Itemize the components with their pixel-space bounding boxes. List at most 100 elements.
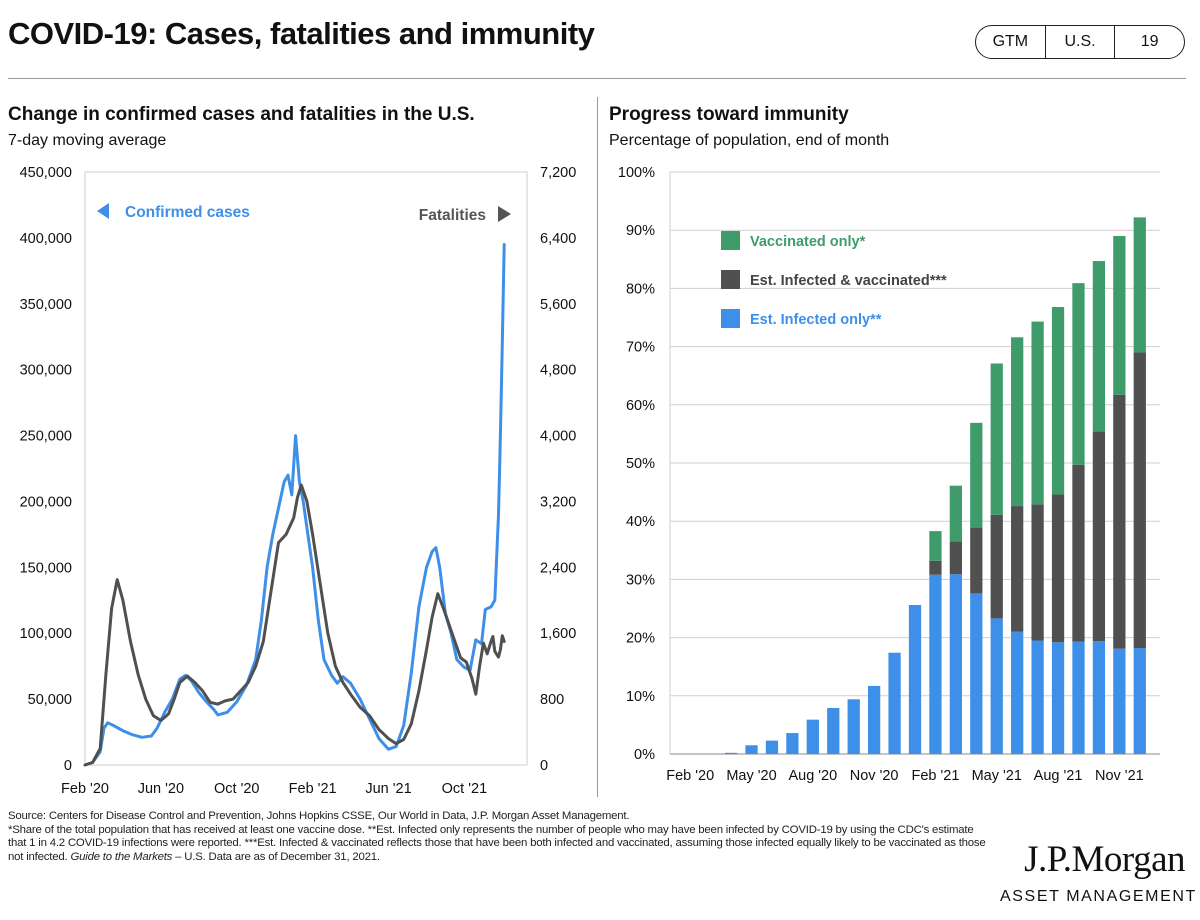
y-right-tick-label: 4,800 <box>540 363 576 379</box>
y-right-tick-label: 3,200 <box>540 494 576 510</box>
bar-segment-blue <box>847 699 860 754</box>
bar-segment-gray <box>949 541 962 575</box>
y-left-tick-label: 350,000 <box>20 297 72 313</box>
page-title: COVID-19: Cases, fatalities and immunity <box>8 16 595 51</box>
y-left-tick-label: 150,000 <box>20 560 72 576</box>
y-tick-label: 0% <box>634 747 655 763</box>
bar-segment-green <box>1011 337 1024 507</box>
y-tick-label: 70% <box>626 340 655 356</box>
y-left-tick-label: 200,000 <box>20 494 72 510</box>
y-tick-label: 20% <box>626 631 655 647</box>
bar-segment-green <box>929 531 942 561</box>
badge-gtm: GTM <box>992 33 1029 50</box>
legend-swatch <box>721 270 740 289</box>
y-left-tick-label: 50,000 <box>28 692 72 708</box>
x-tick-label: Feb '20 <box>666 768 714 784</box>
jpmorgan-logo-subtitle: ASSET MANAGEMENT <box>1000 888 1197 905</box>
y-right-tick-label: 5,600 <box>540 297 576 313</box>
badge-group: GTM U.S. 19 <box>975 25 1185 59</box>
bar-segment-blue <box>949 574 962 754</box>
x-tick-label: Aug '21 <box>1034 768 1083 784</box>
y-tick-label: 30% <box>626 572 655 588</box>
y-left-tick-label: 100,000 <box>20 626 72 642</box>
bar-segment-blue <box>786 733 799 754</box>
bar-segment-blue <box>1072 641 1085 754</box>
x-tick-label: Feb '21 <box>911 768 959 784</box>
immunity-bar-chart: 100% 90% 80% 70% 60% 50% 40% 30% 20% 10% 0% Feb '20… <box>618 165 1160 784</box>
bar-segment-blue <box>970 593 983 754</box>
bar-segment-blue <box>1133 648 1146 754</box>
y-right-tick-label: 0 <box>540 758 548 774</box>
jpmorgan-logo: J.P.Morgan <box>1024 839 1185 880</box>
x-tick-label: Feb '21 <box>289 781 337 797</box>
confirmed-cases-arrow-icon <box>97 203 109 219</box>
x-tick-label: Oct '21 <box>442 781 487 797</box>
bar-segment-green <box>1031 321 1044 505</box>
cases-fatalities-line-chart: 450,000 400,000 350,000 300,000 250,000 200,0… <box>20 165 577 797</box>
bar-segment-green <box>949 485 962 542</box>
legend-swatch <box>721 231 740 250</box>
badge-region: U.S. <box>1044 26 1115 58</box>
bar-segment-gray <box>929 560 942 575</box>
header-divider <box>8 78 1186 79</box>
x-tick-label: Nov '20 <box>850 768 899 784</box>
bar-segment-blue <box>765 740 779 754</box>
bar-segment-green <box>1113 236 1126 395</box>
bar-segment-blue <box>745 745 758 754</box>
bar-segment-gray <box>1072 464 1085 642</box>
x-tick-label: Jun '21 <box>365 781 411 797</box>
footnotes: *Share of the total population that has … <box>8 824 993 865</box>
bar-segment-blue <box>1011 631 1024 754</box>
bar-segment-gray <box>1113 394 1126 649</box>
bar-segment-gray <box>990 514 1003 619</box>
bar-segment-blue <box>888 652 901 754</box>
bar-segment-green <box>1072 283 1085 465</box>
y-left-tick-label: 450,000 <box>20 165 72 181</box>
y-left-tick-label: 300,000 <box>20 363 72 379</box>
y-right-tick-label: 2,400 <box>540 560 576 576</box>
y-tick-label: 50% <box>626 456 655 472</box>
right-chart-subtitle: Percentage of population, end of month <box>609 132 890 149</box>
bar-segment-blue <box>1051 642 1065 754</box>
bar-segment-blue <box>868 685 881 754</box>
bar-segment-blue <box>1092 641 1106 754</box>
x-tick-label: May '20 <box>726 768 776 784</box>
bar-segment-blue <box>929 574 942 754</box>
fatalities-arrow-icon <box>498 206 511 222</box>
legend-swatch <box>721 309 740 328</box>
bar-segment-blue <box>806 719 819 754</box>
right-chart-title: Progress toward immunity <box>609 104 849 125</box>
bar-segment-gray <box>970 527 983 594</box>
bar-segment-blue <box>1113 648 1126 754</box>
legend-label: Est. Infected & vaccinated*** <box>750 273 947 289</box>
x-tick-label: Oct '20 <box>214 781 259 797</box>
source-line: Source: Centers for Disease Control and … <box>8 810 630 822</box>
y-right-tick-label: 1,600 <box>540 626 576 642</box>
bar-segment-blue <box>990 618 1003 754</box>
footnote-date: – U.S. Data are as of December 31, 2021. <box>172 851 380 864</box>
bar-segment-gray <box>1092 431 1106 642</box>
bar-segment-gray <box>1011 506 1024 632</box>
y-tick-label: 90% <box>626 223 655 239</box>
x-tick-label: Nov '21 <box>1095 768 1144 784</box>
bar-segment-green <box>970 422 983 528</box>
y-tick-label: 80% <box>626 281 655 297</box>
bar-segment-gray <box>1031 504 1044 641</box>
x-tick-label: Feb '20 <box>61 781 109 797</box>
y-right-tick-label: 7,200 <box>540 165 576 181</box>
guide-title: Guide to the Markets <box>70 851 173 864</box>
source-notes: Source: Centers for Disease Control and … <box>8 810 993 865</box>
bar-segment-blue <box>724 752 738 754</box>
y-tick-label: 100% <box>618 165 655 181</box>
plot-frame <box>84 171 528 766</box>
bar-segment-green <box>1051 307 1065 495</box>
y-right-tick-label: 800 <box>540 692 564 708</box>
badge-page-number: 19 <box>1114 26 1184 58</box>
bar-segment-blue <box>908 605 922 754</box>
x-tick-label: May '21 <box>972 768 1022 784</box>
panel-divider <box>597 97 598 797</box>
y-left-tick-label: 250,000 <box>20 429 72 445</box>
y-tick-label: 60% <box>626 398 655 414</box>
confirmed-cases-annotation: Confirmed cases <box>125 204 250 221</box>
confirmed-cases-line <box>83 243 506 767</box>
